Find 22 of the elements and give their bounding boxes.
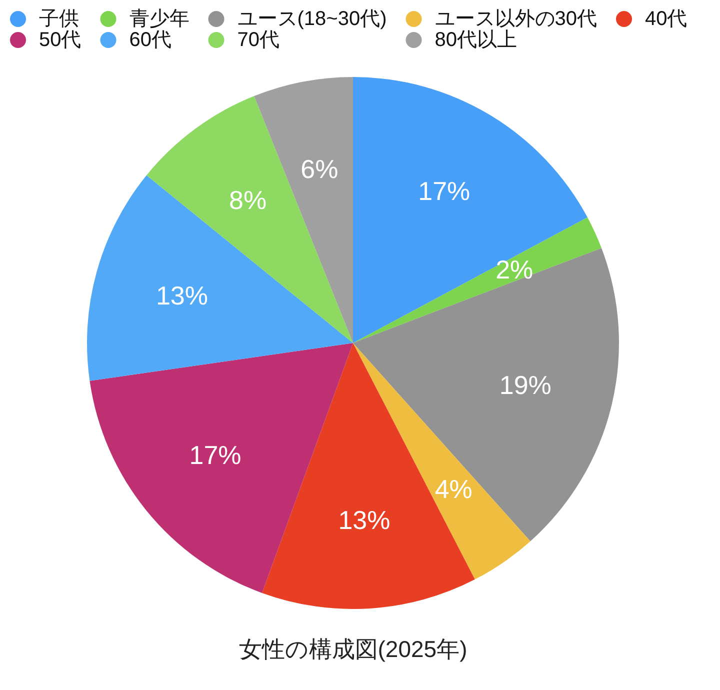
pie-slice [353, 217, 602, 343]
data-label: 4% [434, 474, 472, 504]
legend-label: 子供 [39, 8, 79, 30]
legend-label: 青少年 [129, 8, 190, 30]
data-label: 13% [156, 280, 208, 311]
pie-slice [146, 96, 353, 343]
data-label: 13% [338, 505, 390, 536]
legend-label: ユース(18~30代) [237, 8, 387, 30]
text: 女性の構成図(2025年) [238, 636, 468, 662]
data-label: 2% [496, 254, 534, 284]
data-label: 19% [499, 370, 552, 400]
legend-label: ユース以外の30代 [434, 8, 597, 30]
data-label: 17% [418, 176, 470, 206]
data-label: 17% [189, 440, 242, 470]
legend-label: 50代 [39, 29, 82, 51]
legend-label: 40代 [645, 8, 688, 30]
data-label: 8% [229, 185, 267, 216]
data-label: 6% [300, 154, 338, 184]
pie-slice [262, 343, 475, 609]
legend-label: 70代 [237, 29, 280, 51]
legend-label: 60代 [129, 29, 172, 51]
legend-label: 80代以上 [434, 29, 517, 51]
